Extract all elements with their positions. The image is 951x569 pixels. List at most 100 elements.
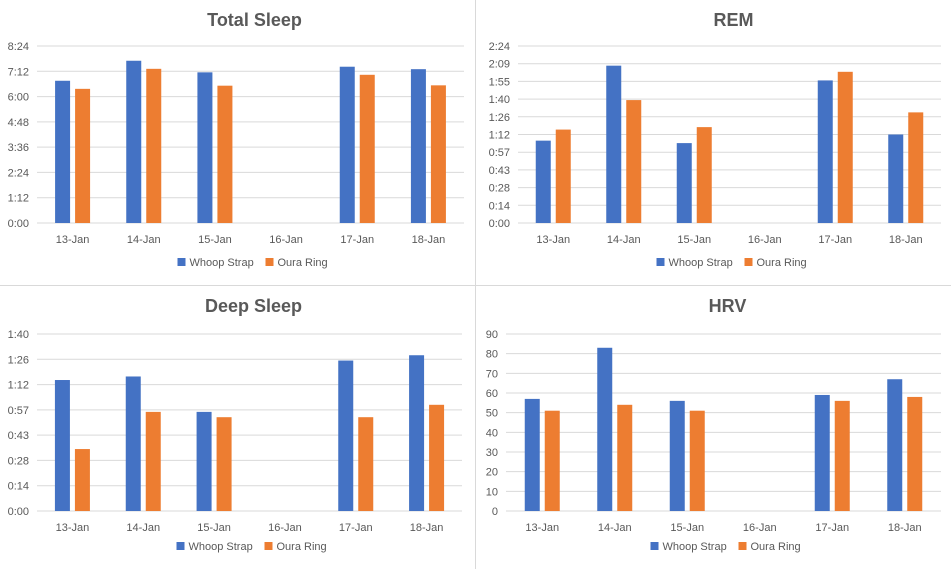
y-tick-label: 1:40	[8, 329, 29, 341]
legend-swatch-oura-ring	[738, 542, 747, 550]
x-tick-label: 15-Jan	[677, 234, 711, 246]
y-tick-label: 20	[486, 467, 498, 479]
bar-whoop-strap-15-jan	[197, 72, 213, 223]
bar-oura-ring-13-jan	[74, 449, 90, 511]
horizontal-divider	[0, 285, 951, 286]
x-tick-label: 16-Jan	[268, 522, 302, 534]
chart-svg: REM 0:00 0:14 0:28 0:43 0:57 1:12 1:26 1:40 1:55 2…	[489, 10, 941, 269]
chart-total-sleep: Total Sleep 0:00 1:12 2:24 3:36 4:48 6:00 7:12 8…	[0, 0, 475, 285]
bar-whoop-strap-15-jan	[669, 400, 685, 511]
x-tick-label: 14-Jan	[126, 522, 160, 534]
bar-whoop-strap-14-jan	[597, 347, 613, 511]
y-tick-label: 70	[486, 368, 498, 380]
y-tick-label: 0:57	[489, 147, 510, 159]
x-tick-label: 13-Jan	[525, 522, 559, 534]
x-tick-label: 18-Jan	[889, 234, 923, 246]
legend-label-oura-ring: Oura Ring	[277, 541, 327, 553]
y-tick-label: 2:24	[8, 167, 29, 179]
x-tick-label: 14-Jan	[127, 234, 161, 246]
y-tick-label: 0:14	[8, 481, 29, 493]
x-tick-label: 14-Jan	[598, 522, 632, 534]
bar-oura-ring-17-jan	[359, 74, 375, 223]
chart-svg: Deep Sleep 0:00 0:14 0:28 0:43 0:57 1:12 1:26 1:…	[8, 296, 462, 553]
x-tick-label: 16-Jan	[269, 234, 303, 246]
y-tick-label: 0:28	[8, 455, 29, 467]
chart-title: HRV	[709, 296, 747, 316]
y-tick-label: 90	[486, 329, 498, 341]
x-tick-label: 13-Jan	[536, 234, 570, 246]
x-tick-label: 17-Jan	[339, 522, 373, 534]
y-tick-label: 1:55	[489, 76, 510, 88]
bar-whoop-strap-17-jan	[339, 66, 355, 223]
y-tick-label: 2:24	[489, 41, 510, 53]
chart-svg: Total Sleep 0:00 1:12 2:24 3:36 4:48 6:00 7:12 8…	[8, 10, 464, 269]
y-tick-label: 60	[486, 388, 498, 400]
y-tick-label: 0	[492, 506, 498, 518]
chart-title: REM	[714, 10, 754, 30]
legend-swatch-oura-ring	[744, 258, 753, 266]
legend-swatch-oura-ring	[265, 258, 274, 266]
y-tick-label: 1:12	[8, 380, 29, 392]
bar-whoop-strap-14-jan	[126, 60, 142, 223]
y-tick-label: 50	[486, 408, 498, 420]
bar-oura-ring-15-jan	[217, 85, 233, 223]
bar-oura-ring-14-jan	[145, 411, 161, 511]
y-tick-label: 2:09	[489, 59, 510, 71]
bar-whoop-strap-18-jan	[409, 355, 425, 511]
legend-label-oura-ring: Oura Ring	[751, 541, 801, 553]
x-tick-label: 17-Jan	[815, 522, 849, 534]
bar-oura-ring-18-jan	[430, 85, 446, 223]
bar-whoop-strap-17-jan	[817, 80, 833, 224]
bar-whoop-strap-18-jan	[887, 379, 903, 511]
y-tick-label: 80	[486, 349, 498, 361]
chart-title: Deep Sleep	[205, 296, 302, 316]
chart-rem: REM 0:00 0:14 0:28 0:43 0:57 1:12 1:26 1:40 1:55 2…	[476, 0, 951, 285]
bar-oura-ring-17-jan	[834, 400, 850, 511]
x-tick-label: 18-Jan	[412, 234, 446, 246]
y-tick-label: 0:00	[8, 218, 29, 230]
legend-swatch-whoop-strap	[656, 258, 665, 266]
y-tick-label: 0:43	[8, 430, 29, 442]
y-tick-label: 40	[486, 427, 498, 439]
y-tick-label: 0:00	[489, 218, 510, 230]
y-tick-label: 1:40	[489, 94, 510, 106]
bar-whoop-strap-18-jan	[410, 69, 426, 223]
legend-label-whoop-strap: Whoop Strap	[663, 541, 727, 553]
bar-whoop-strap-15-jan	[196, 411, 212, 511]
x-tick-label: 18-Jan	[410, 522, 444, 534]
bar-whoop-strap-15-jan	[676, 143, 692, 223]
x-tick-label: 15-Jan	[198, 234, 232, 246]
y-tick-label: 10	[486, 486, 498, 498]
x-tick-label: 16-Jan	[743, 522, 777, 534]
y-tick-label: 1:26	[8, 354, 29, 366]
x-tick-label: 16-Jan	[748, 234, 782, 246]
bar-whoop-strap-18-jan	[888, 134, 904, 223]
x-tick-label: 15-Jan	[197, 522, 231, 534]
y-tick-label: 1:12	[8, 193, 29, 205]
bar-whoop-strap-13-jan	[535, 140, 551, 223]
y-tick-label: 6:00	[8, 92, 29, 104]
bar-whoop-strap-13-jan	[524, 398, 540, 511]
y-tick-label: 0:43	[489, 165, 510, 177]
legend-label-whoop-strap: Whoop Strap	[669, 257, 733, 269]
bar-whoop-strap-17-jan	[814, 394, 830, 511]
legend-label-oura-ring: Oura Ring	[757, 257, 807, 269]
legend-label-oura-ring: Oura Ring	[278, 257, 328, 269]
legend-swatch-whoop-strap	[177, 258, 186, 266]
legend-label-whoop-strap: Whoop Strap	[189, 541, 253, 553]
y-tick-label: 3:36	[8, 142, 29, 154]
chart-svg: HRV 0 10 20 30 40 50 60 70 80 90 13-Jan 14-Jan 15-Jan…	[486, 296, 941, 553]
legend-swatch-whoop-strap	[650, 542, 659, 550]
bar-oura-ring-18-jan	[908, 112, 924, 223]
y-tick-label: 0:28	[489, 183, 510, 195]
bar-whoop-strap-13-jan	[54, 380, 70, 511]
y-tick-label: 7:12	[8, 66, 29, 78]
bar-oura-ring-17-jan	[358, 417, 374, 511]
bar-oura-ring-15-jan	[216, 417, 232, 511]
y-tick-label: 0:00	[8, 506, 29, 518]
bar-whoop-strap-14-jan	[606, 65, 622, 224]
bar-whoop-strap-13-jan	[55, 80, 71, 224]
y-tick-label: 1:12	[489, 130, 510, 142]
x-tick-label: 14-Jan	[607, 234, 641, 246]
chart-deep-sleep: Deep Sleep 0:00 0:14 0:28 0:43 0:57 1:12 1:26 1:…	[0, 286, 475, 569]
